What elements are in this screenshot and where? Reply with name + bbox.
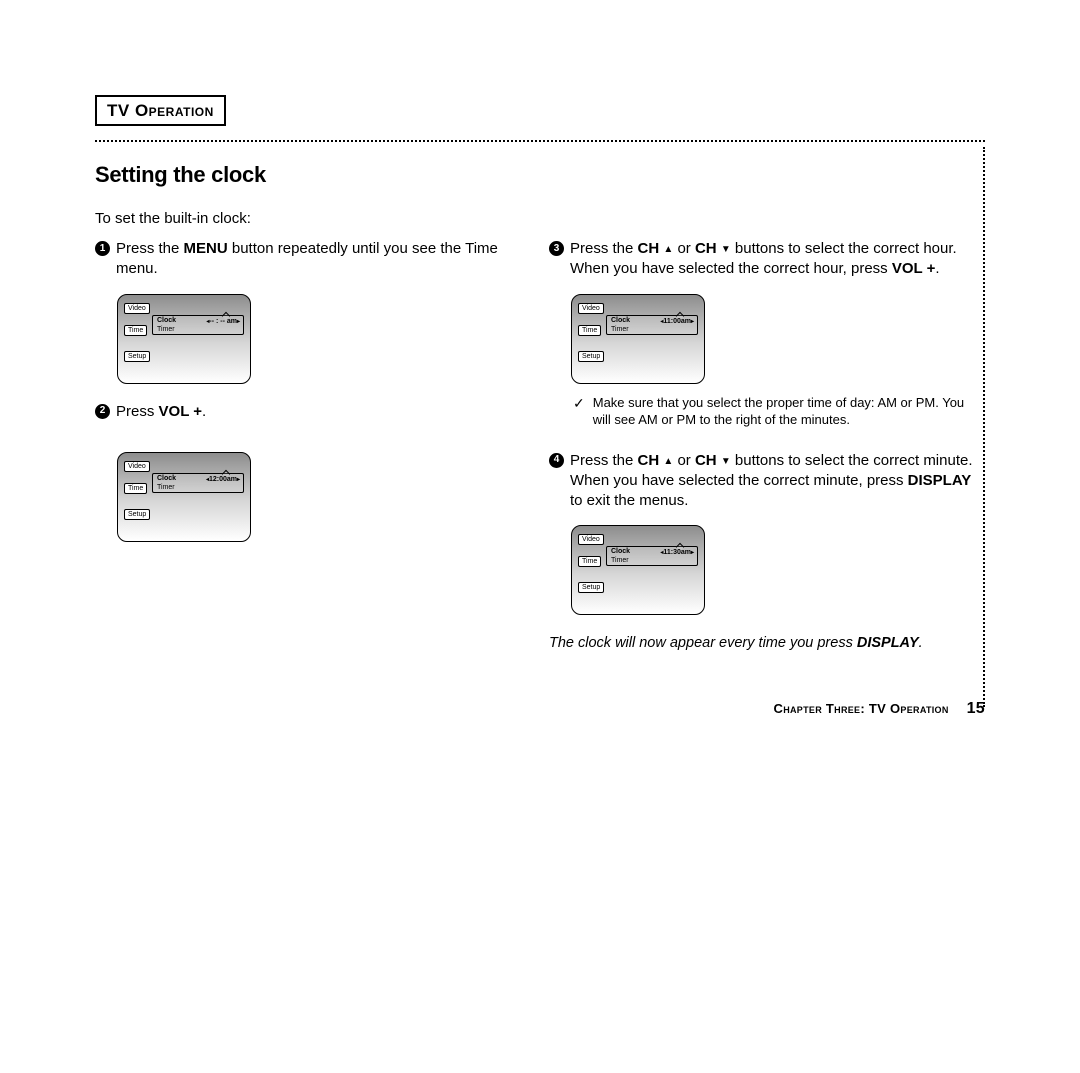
s3-post: .	[935, 260, 939, 277]
step-number-2: 2	[95, 404, 110, 419]
clock-value-4: ◂11:30am▸	[660, 549, 694, 556]
clock-label: Clock	[157, 317, 176, 324]
clock-value-1: ◂-- : -- am▸	[206, 318, 240, 325]
tab-setup: Setup	[578, 582, 604, 593]
right-divider	[983, 147, 985, 707]
s4-post: to exit the menus.	[570, 492, 688, 509]
tab-time: Time	[578, 556, 601, 567]
closing-note: The clock will now appear every time you…	[549, 635, 979, 651]
step2-pre: Press	[116, 403, 159, 420]
clock-label: Clock	[611, 548, 630, 555]
s3-b1: CH	[638, 240, 660, 257]
tv-screen-1: Video Time Setup Clock Timer ◂-- : -- am…	[117, 294, 251, 384]
clock-label: Clock	[611, 317, 630, 324]
up-triangle-icon: ▲	[663, 243, 673, 257]
note-pre: The clock will now appear every time you…	[549, 635, 857, 651]
step3-note: ✓ Make sure that you select the proper t…	[549, 394, 979, 429]
s4-b1: CH	[638, 452, 660, 469]
step1-bold: MENU	[184, 240, 228, 257]
clock-label: Clock	[157, 475, 176, 482]
timer-label: Timer	[157, 484, 175, 491]
intro-text: To set the built-in clock:	[95, 210, 985, 227]
tab-setup: Setup	[578, 351, 604, 362]
tv-screen-4: Video Time Setup Clock Timer ◂11:30am▸	[571, 525, 705, 615]
timer-label: Timer	[611, 326, 629, 333]
tab-time: Time	[578, 325, 601, 336]
tab-video: Video	[578, 303, 604, 314]
up-triangle-icon: ▲	[663, 455, 673, 469]
tab-video: Video	[578, 534, 604, 545]
footer-page-number: 15	[967, 700, 985, 717]
footer-chapter: Chapter Three: TV Operation	[774, 701, 949, 716]
tab-video: Video	[124, 461, 150, 472]
step-number-3: 3	[549, 241, 564, 256]
s3-b2: CH	[695, 240, 717, 257]
s4-b2: CH	[695, 452, 717, 469]
page-title: Setting the clock	[95, 162, 985, 188]
s4-or: or	[673, 452, 695, 469]
step-4: 4 Press the CH ▲ or CH ▼ buttons to sele…	[549, 451, 979, 512]
down-triangle-icon: ▼	[721, 243, 731, 257]
right-column: 3 Press the CH ▲ or CH ▼ buttons to sele…	[549, 233, 979, 651]
section-header: TV Operation	[95, 95, 226, 126]
tv-screen-3: Video Time Setup Clock Timer ◂11:00am▸	[571, 294, 705, 384]
step2-post: .	[202, 403, 206, 420]
step-2: 2 Press VOL +.	[95, 402, 525, 422]
s3-b3: VOL +	[892, 260, 936, 277]
timer-label: Timer	[611, 557, 629, 564]
step3-note-text: Make sure that you select the proper tim…	[593, 394, 979, 429]
s3-or: or	[673, 240, 695, 257]
s4-b3: DISPLAY	[908, 472, 972, 489]
note-bold: DISPLAY	[857, 635, 919, 651]
tab-setup: Setup	[124, 351, 150, 362]
step-3: 3 Press the CH ▲ or CH ▼ buttons to sele…	[549, 239, 979, 280]
left-column: 1 Press the MENU button repeatedly until…	[95, 233, 525, 651]
tv-screen-2: Video Time Setup Clock Timer ◂12:00am▸	[117, 452, 251, 542]
clock-value-2: ◂12:00am▸	[206, 476, 240, 483]
step-number-4: 4	[549, 453, 564, 468]
s4-pre: Press the	[570, 452, 638, 469]
tab-video: Video	[124, 303, 150, 314]
check-icon: ✓	[573, 394, 585, 429]
note-post: .	[919, 635, 923, 651]
divider	[95, 140, 985, 142]
step-1: 1 Press the MENU button repeatedly until…	[95, 239, 525, 280]
page-footer: Chapter Three: TV Operation 15	[774, 700, 986, 718]
timer-label: Timer	[157, 326, 175, 333]
s3-pre: Press the	[570, 240, 638, 257]
clock-value-3: ◂11:00am▸	[660, 318, 694, 325]
down-triangle-icon: ▼	[721, 455, 731, 469]
step-number-1: 1	[95, 241, 110, 256]
step2-bold: VOL +	[159, 403, 203, 420]
tab-time: Time	[124, 325, 147, 336]
tab-setup: Setup	[124, 509, 150, 520]
step1-pre: Press the	[116, 240, 184, 257]
tab-time: Time	[124, 483, 147, 494]
